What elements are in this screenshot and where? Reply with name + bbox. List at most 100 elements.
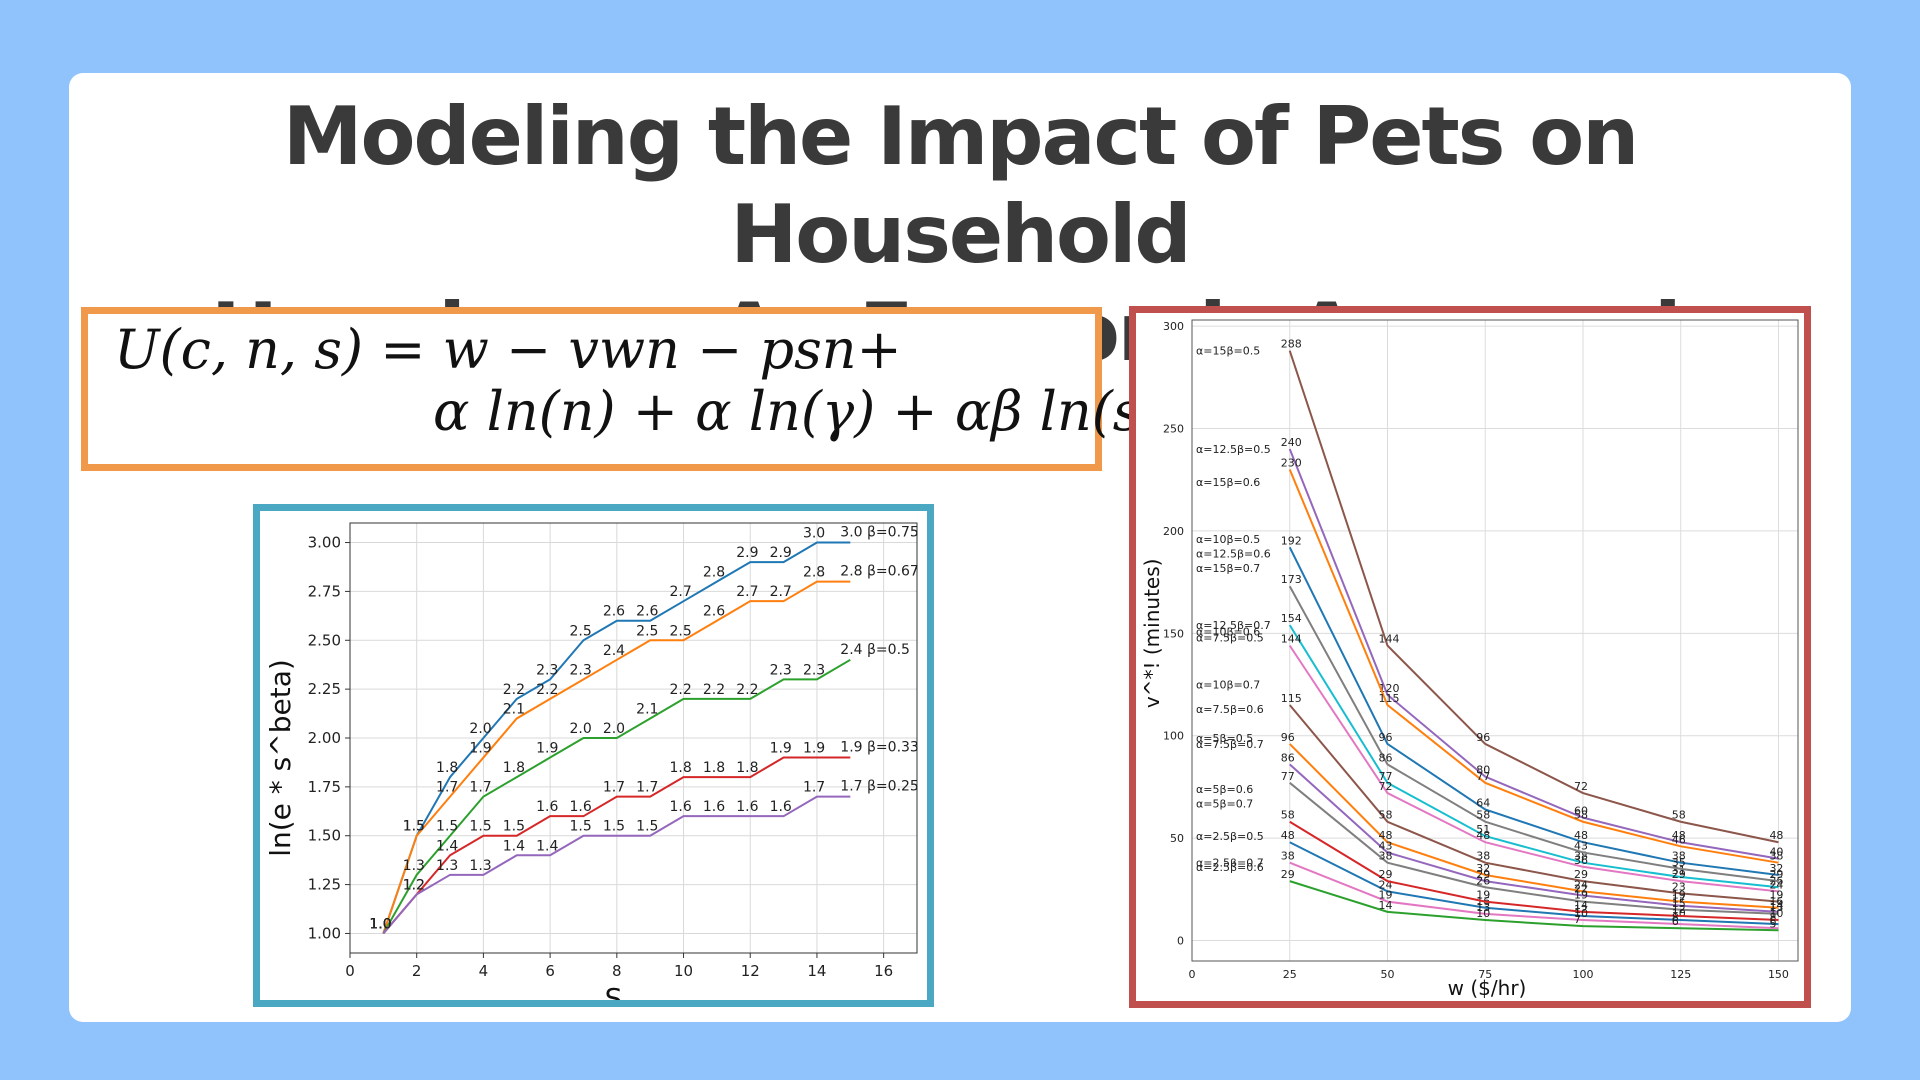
y-tick-label: 2.75 [308, 582, 341, 600]
data-label: 8 [1769, 911, 1776, 924]
utility-formula-box: U(c, n, s) = w − vwn − psn+ α ln(n) + α … [81, 307, 1162, 471]
y-tick-label: 200 [1163, 525, 1184, 538]
x-tick-label: 50 [1380, 968, 1394, 981]
data-label: 48 [1769, 829, 1783, 842]
data-label: 1.7 [603, 780, 625, 796]
data-label: 115 [1281, 692, 1302, 705]
data-label: 58 [1574, 809, 1588, 822]
data-label: 58 [1672, 809, 1686, 822]
series-side-label: α=5β=0.6 [1196, 783, 1253, 796]
data-label: 48 [1574, 829, 1588, 842]
data-label: 40 [1769, 846, 1783, 859]
data-label: 10 [1769, 907, 1783, 920]
series-end-label: 2.8 β=0.67 [840, 564, 919, 580]
series-side-label: α=10β=0.6 [1196, 625, 1260, 638]
data-label: 1.8 [670, 760, 692, 776]
y-tick-label: 300 [1163, 320, 1184, 333]
data-label: 2.5 [636, 623, 658, 639]
data-label: 48 [1281, 829, 1295, 842]
x-tick-label: 0 [345, 962, 355, 980]
data-label: 86 [1378, 751, 1392, 764]
x-tick-label: 10 [674, 962, 693, 980]
data-label: 2.6 [703, 604, 725, 620]
y-tick-label: 2.00 [308, 729, 341, 747]
data-label: 1.5 [436, 819, 458, 835]
data-label: 1.6 [670, 799, 692, 815]
data-label: 1.4 [436, 838, 458, 854]
series-line [382, 541, 851, 934]
series-side-label: α=15β=0.7 [1196, 562, 1260, 575]
data-label: 1.9 [536, 741, 558, 757]
data-label: 26 [1476, 874, 1490, 887]
y-tick-label: 0 [1177, 935, 1184, 948]
series-side-label: α=2.5β=0.6 [1196, 861, 1264, 874]
data-label: 29 [1769, 868, 1783, 881]
data-label: 60 [1574, 805, 1588, 818]
data-label: 10 [1574, 907, 1588, 920]
series-side-label: α=5β=0.5 [1196, 732, 1253, 745]
data-label: 230 [1281, 456, 1302, 469]
data-label: 29 [1378, 868, 1392, 881]
x-tick-label: 8 [612, 962, 622, 980]
series-side-label: α=10β=0.7 [1196, 679, 1260, 692]
data-label: 43 [1378, 839, 1392, 852]
series-side-label: α=7.5β=0.7 [1196, 738, 1264, 751]
data-label: 51 [1476, 823, 1490, 836]
data-label: 48 [1476, 829, 1490, 842]
x-tick-label: 12 [741, 962, 760, 980]
data-label: 38 [1281, 850, 1295, 863]
series-line [382, 795, 851, 935]
series-line [382, 658, 851, 934]
data-label: 5 [1769, 917, 1776, 930]
data-label: 1.5 [403, 819, 425, 835]
data-label: 19 [1476, 889, 1490, 902]
data-label: 29 [1281, 868, 1295, 881]
data-label: 48 [1378, 829, 1392, 842]
data-label: 1.5 [603, 819, 625, 835]
x-tick-label: 2 [412, 962, 422, 980]
data-label: 2.2 [703, 682, 725, 698]
y-tick-label: 1.25 [308, 876, 341, 894]
data-label: 77 [1476, 770, 1490, 783]
data-label: 1.6 [536, 799, 558, 815]
data-label: 13 [1476, 901, 1490, 914]
data-label: 64 [1476, 796, 1490, 809]
x-tick-label: 4 [479, 962, 489, 980]
data-label: 35 [1672, 856, 1686, 869]
data-label: 58 [1378, 809, 1392, 822]
data-label: 1.4 [536, 838, 558, 854]
data-label: 2.0 [569, 721, 591, 737]
series-line [1288, 704, 1779, 903]
data-label: 1.3 [403, 858, 425, 874]
data-label: 24 [1574, 878, 1588, 891]
data-label: 1.8 [703, 760, 725, 776]
series-line [1288, 546, 1779, 876]
series-side-label: α=2.5β=0.5 [1196, 830, 1264, 843]
y-tick-label: 2.25 [308, 680, 341, 698]
series-line [1288, 624, 1779, 889]
data-label: 2.5 [670, 623, 692, 639]
data-label: 19 [1672, 889, 1686, 902]
series-line [1288, 585, 1779, 883]
data-label: 29 [1574, 868, 1588, 881]
data-label: 12 [1672, 903, 1686, 916]
series-end-label: 2.4 β=0.5 [840, 642, 910, 658]
data-label: 6 [1769, 915, 1776, 928]
data-label: 2.8 [703, 565, 725, 581]
right-chart-frame: 0 25 50 75 100 125 150 0 50 100 150 200 250 300 w ($/h… [1129, 306, 1811, 1008]
data-label: 17 [1672, 893, 1686, 906]
data-label: 1.2 [403, 877, 425, 893]
data-label: 144 [1281, 633, 1302, 646]
data-label: 1.3 [469, 858, 491, 874]
series-line [1289, 880, 1779, 932]
data-label: 32 [1476, 862, 1490, 875]
y-tick-label: 100 [1163, 730, 1184, 743]
data-label: 29 [1476, 868, 1490, 881]
data-label: 192 [1281, 534, 1302, 547]
x-tick-label: 0 [1189, 968, 1196, 981]
series-line [1289, 861, 1779, 930]
data-label: 19 [1574, 889, 1588, 902]
formula-line-1: U(c, n, s) = w − vwn − psn+ [114, 318, 902, 381]
data-label: 96 [1281, 731, 1295, 744]
